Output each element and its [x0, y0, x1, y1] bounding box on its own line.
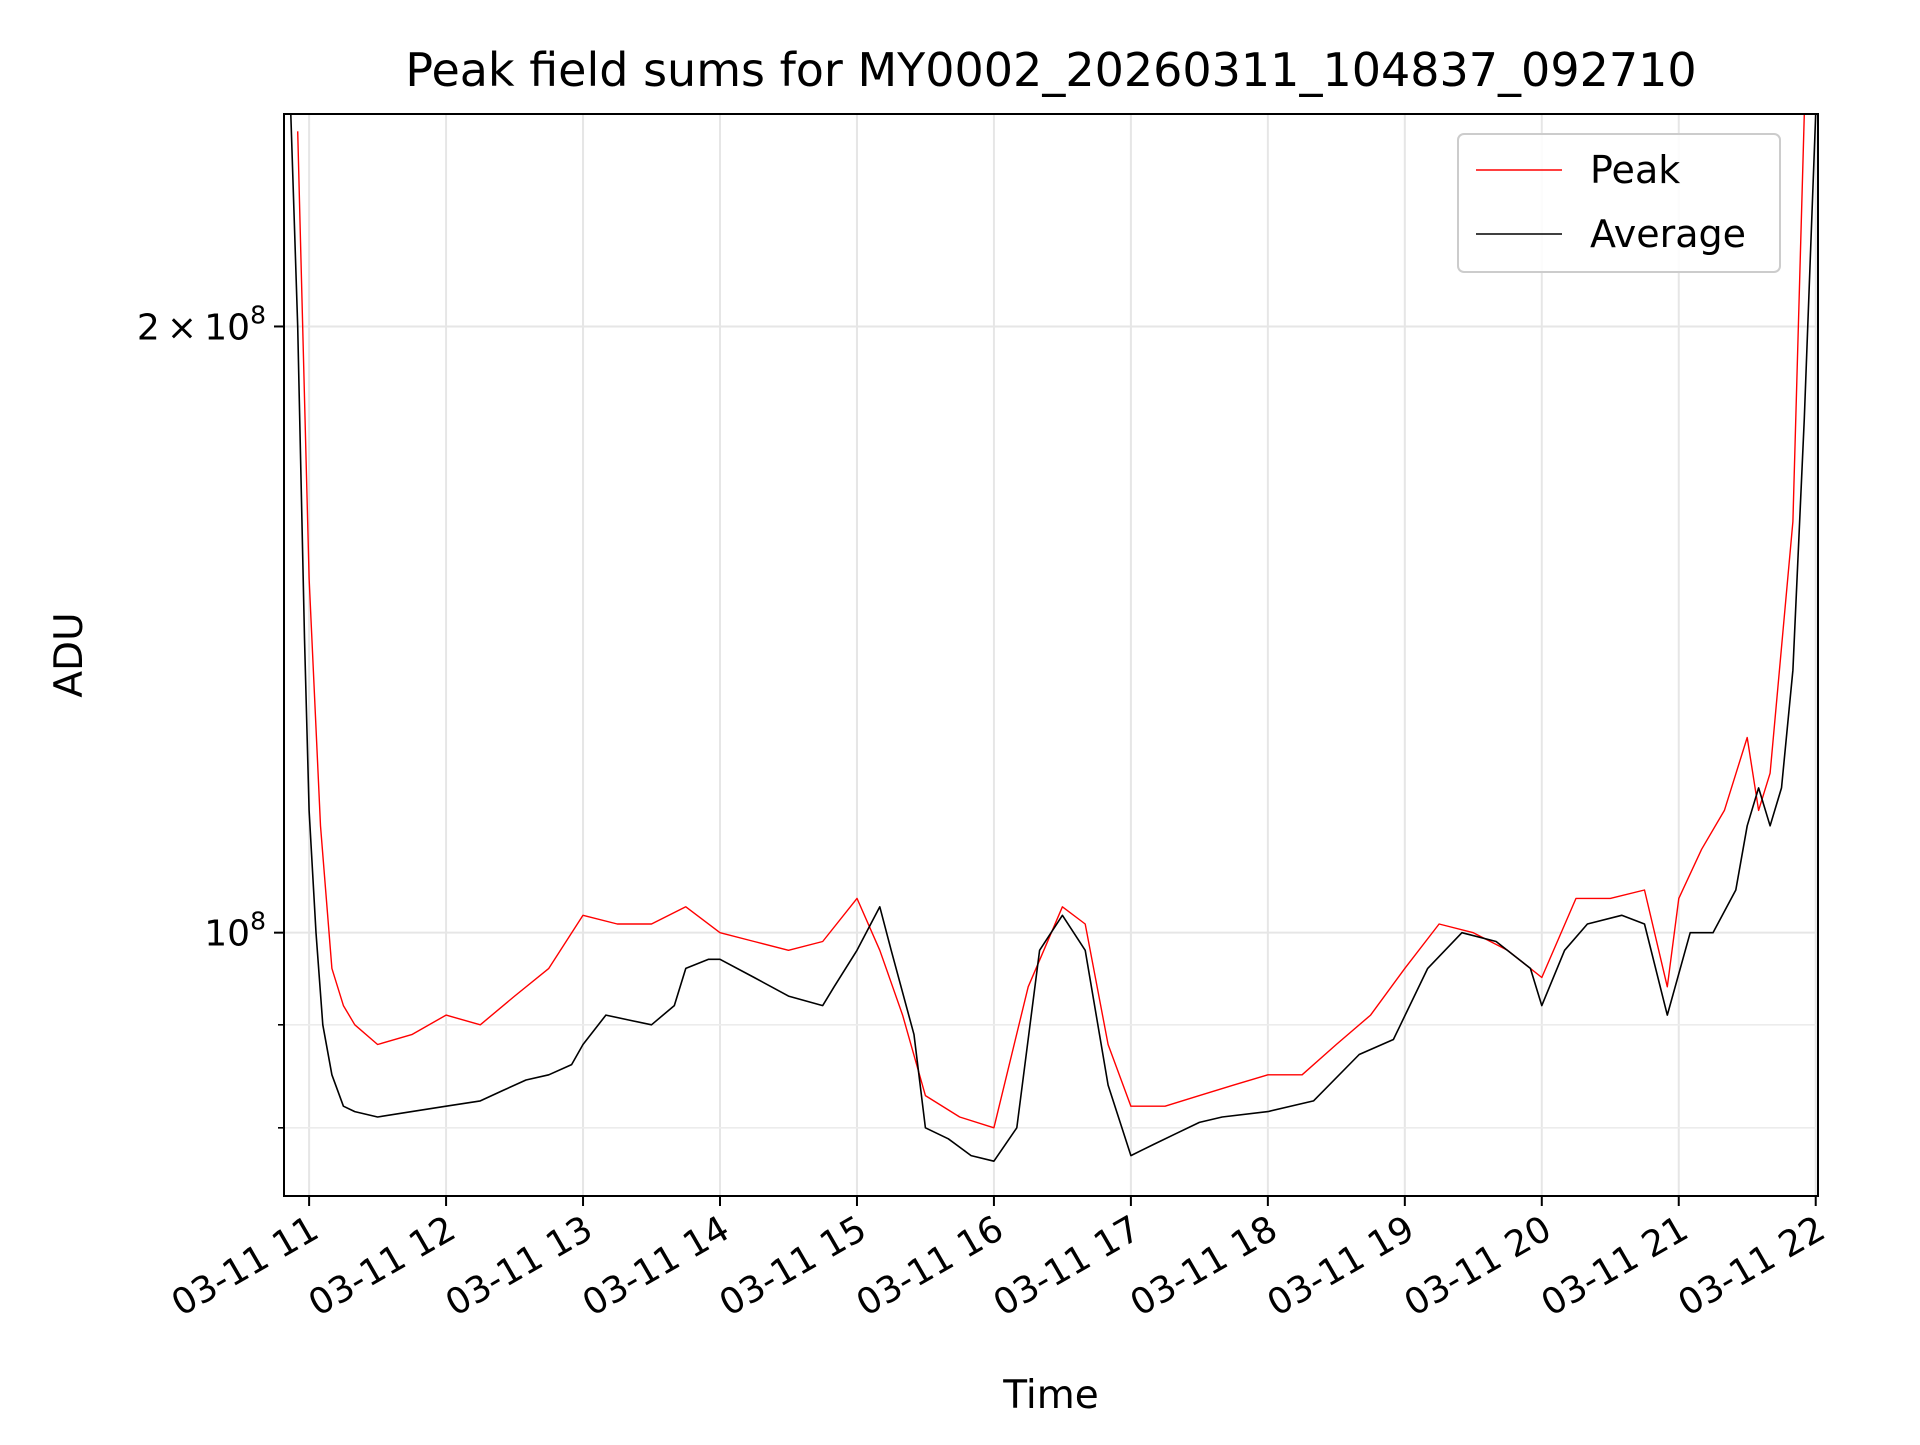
legend-label-average: Average	[1590, 212, 1746, 256]
grid-layer	[284, 114, 1818, 1196]
x-tick-label: 03-11 13	[439, 1208, 600, 1324]
y-axis-title: ADU	[47, 612, 92, 697]
legend-box	[1457, 133, 1781, 273]
legend-label-peak: Peak	[1590, 148, 1680, 192]
x-tick-label: 03-11 19	[1261, 1208, 1422, 1324]
series-line-average	[290, 114, 1817, 1162]
x-tick-label: 03-11 18	[1124, 1208, 1285, 1324]
plot-frame	[283, 113, 1819, 1197]
series-line-peak	[297, 114, 1805, 1129]
x-tick-label: 03-11 22	[1672, 1208, 1833, 1324]
x-tick-label: 03-11 15	[713, 1208, 874, 1324]
x-tick-label: 03-11 20	[1398, 1208, 1559, 1324]
x-tick-label: 03-11 12	[302, 1208, 463, 1324]
series-layer	[290, 114, 1817, 1162]
x-tick-label: 03-11 14	[576, 1208, 737, 1324]
x-axis-title: Time	[1002, 1373, 1098, 1418]
x-tick-label: 03-11 11	[165, 1208, 326, 1324]
x-tick-label: 03-11 16	[850, 1208, 1011, 1324]
chart-title: Peak field sums for MY0002_20260311_1048…	[405, 43, 1696, 97]
y-tick-label: 108	[204, 907, 266, 955]
legend: Peak Average	[1457, 133, 1781, 273]
x-tick-label: 03-11 21	[1535, 1208, 1696, 1324]
x-tick-label: 03-11 17	[987, 1208, 1148, 1324]
y-tick-label: 2 × 108	[137, 300, 266, 348]
